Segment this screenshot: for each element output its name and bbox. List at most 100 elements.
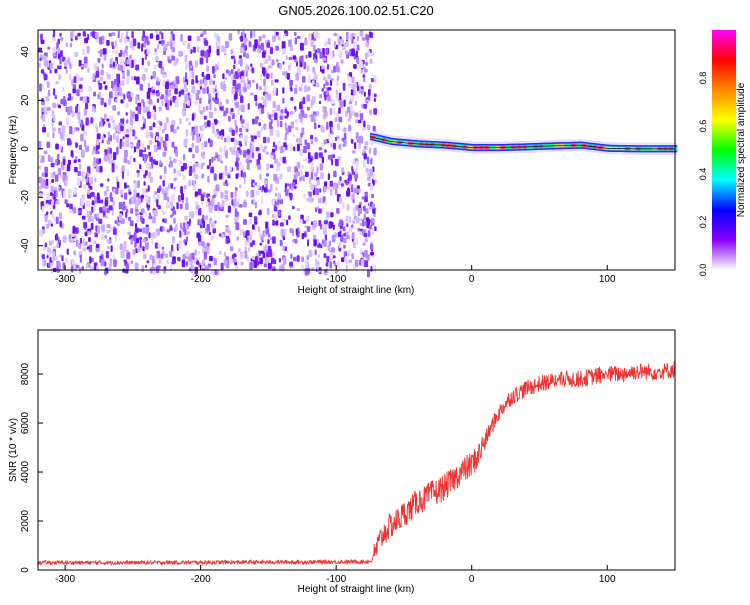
spectrogram-speckle — [364, 99, 369, 103]
spectrogram-speckle — [317, 48, 321, 54]
spectrogram-speckle — [114, 90, 119, 97]
spectrogram-speckle — [107, 178, 110, 182]
spectrogram-speckle — [338, 50, 343, 59]
spectrogram-speckle — [119, 87, 122, 94]
spectrogram-speckle — [95, 71, 100, 78]
spectrogram-speckle — [78, 60, 82, 67]
spectrogram-speckle — [157, 140, 160, 147]
spectrogram-speckle — [320, 172, 324, 180]
spectrogram-speckle — [107, 146, 110, 154]
spectrogram-speckle — [187, 43, 191, 50]
spectrogram-speckle — [258, 153, 261, 161]
spectrogram-speckle — [162, 129, 165, 134]
spectrogram-speckle — [288, 56, 293, 61]
spectrogram-speckle — [125, 52, 128, 57]
spectrogram-speckle — [120, 99, 124, 104]
spectrogram-speckle — [64, 60, 68, 67]
spectrogram-speckle — [373, 213, 376, 218]
spectrogram-speckle — [74, 166, 78, 173]
spectrogram-speckle — [273, 206, 278, 212]
spectrogram-speckle — [109, 196, 114, 202]
spectrogram-speckle — [253, 30, 256, 38]
spectrogram-speckle — [149, 33, 154, 39]
spectrogram-speckle — [198, 219, 202, 225]
spectrogram-speckle — [346, 223, 349, 228]
spectrogram-speckle — [49, 240, 52, 246]
spectrogram-speckle — [183, 222, 186, 230]
spectrogram-speckle — [267, 261, 272, 270]
spectrogram-speckle — [58, 74, 61, 81]
spectrogram-speckle — [230, 137, 235, 142]
spectrogram-speckle — [230, 55, 235, 60]
spectrogram-speckle — [168, 182, 171, 189]
spectrogram-speckle — [114, 84, 117, 92]
spectrogram-speckle — [235, 222, 240, 231]
spectrogram-speckle — [259, 173, 262, 180]
spectrogram-speckle — [104, 190, 107, 197]
spectrogram-speckle — [329, 108, 333, 115]
spectrogram-speckle — [295, 228, 298, 235]
spectrogram-speckle — [315, 188, 319, 195]
spectrogram-speckle — [320, 125, 324, 132]
spectrogram-speckle — [331, 78, 334, 82]
spectrogram-speckle — [165, 89, 169, 96]
spectrogram-speckle — [290, 143, 293, 151]
spectrogram-speckle — [128, 143, 133, 148]
spectrogram-speckle — [364, 250, 368, 258]
spectrogram-speckle — [180, 186, 183, 194]
spectrogram-speckle — [92, 164, 95, 168]
spectrogram-speckle — [174, 99, 179, 108]
spectrogram-speckle — [176, 169, 181, 176]
spectrogram-speckle — [207, 198, 210, 203]
spectrogram-speckle — [58, 104, 61, 109]
spectrogram-speckle — [356, 35, 360, 42]
spectrogram-speckle — [101, 140, 104, 144]
spectrogram-speckle — [356, 44, 360, 51]
spectrogram-speckle — [326, 64, 330, 70]
spectrogram-speckle — [88, 244, 93, 253]
spectrogram-speckle — [231, 88, 236, 95]
spectrogram-speckle — [204, 215, 208, 220]
spectrogram-speckle — [156, 199, 159, 208]
spectrogram-speckle — [339, 219, 343, 226]
spectrogram-speckle — [182, 253, 186, 260]
spectrogram-speckle — [161, 100, 164, 107]
spectrogram-speckle — [81, 149, 85, 158]
spectrogram-speckle — [267, 55, 271, 62]
spectrogram-speckle — [151, 232, 154, 238]
spectrogram-speckle — [139, 236, 143, 241]
spectrogram-speckle — [302, 267, 305, 274]
spectrogram-speckle — [50, 223, 53, 227]
spectrogram-speckle — [345, 264, 348, 273]
spectrogram-speckle — [66, 203, 69, 208]
spectrogram-speckle — [232, 258, 237, 263]
spectrogram-speckle — [307, 65, 310, 72]
spectrogram-speckle — [206, 243, 210, 247]
spectrogram-speckle — [175, 76, 180, 85]
spectrogram-speckle — [83, 172, 87, 177]
spectrogram-speckle — [96, 166, 100, 173]
spectrogram-speckle — [192, 180, 196, 186]
spectrogram-speckle — [186, 223, 189, 230]
spectrogram-speckle — [64, 199, 68, 204]
spectrogram-speckle — [110, 245, 113, 253]
spectrogram-speckle — [72, 88, 76, 94]
spectrogram-speckle — [240, 59, 243, 67]
spectrogram-speckle — [81, 215, 86, 220]
spectrogram-speckle — [120, 33, 124, 39]
spectrogram-speckle — [338, 180, 341, 186]
spectrogram-speckle — [96, 126, 99, 133]
spectrogram-speckle — [327, 74, 331, 80]
spectrogram-speckle — [251, 224, 255, 230]
spectrogram-speckle — [261, 51, 266, 58]
spectrogram-speckle — [310, 134, 314, 140]
spectrogram-speckle — [249, 233, 252, 241]
spectrogram-speckle — [122, 246, 127, 252]
spectrogram-speckle — [240, 134, 243, 138]
spectrogram-speckle — [279, 157, 284, 163]
spectrogram-speckle — [135, 211, 139, 215]
spectrogram-speckle — [344, 179, 348, 184]
spectrogram-speckle — [197, 188, 202, 196]
spectrogram-speckle — [330, 247, 335, 253]
spectrogram-speckle — [350, 184, 354, 193]
